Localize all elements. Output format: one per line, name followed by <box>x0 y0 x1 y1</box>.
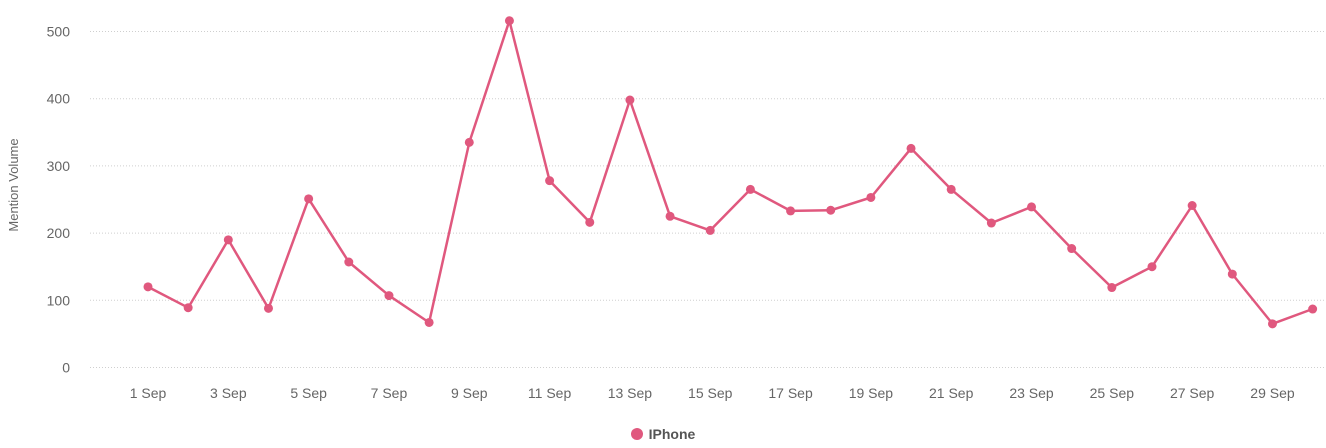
x-tick-label: 1 Sep <box>130 385 167 401</box>
data-point[interactable] <box>1107 283 1117 293</box>
data-point[interactable] <box>1147 262 1157 272</box>
x-tick-label: 5 Sep <box>290 385 327 401</box>
x-tick-label: 21 Sep <box>929 385 974 401</box>
data-point[interactable] <box>1227 269 1237 279</box>
series-line <box>147 19 1314 326</box>
data-point[interactable] <box>745 184 755 194</box>
x-tick-label: 29 Sep <box>1250 385 1295 401</box>
data-point[interactable] <box>263 303 273 313</box>
x-tick-label: 23 Sep <box>1009 385 1054 401</box>
y-tick-label: 300 <box>47 158 71 174</box>
data-point[interactable] <box>424 317 434 327</box>
x-tick-label: 7 Sep <box>371 385 408 401</box>
y-tick-label: 500 <box>47 24 71 40</box>
y-tick-label: 0 <box>62 360 70 376</box>
legend-swatch-icon <box>630 428 643 440</box>
x-tick-label: 19 Sep <box>849 385 894 401</box>
data-point[interactable] <box>1027 202 1037 212</box>
x-tick-label: 15 Sep <box>688 385 733 401</box>
y-axis-title: Mention Volume <box>6 138 21 231</box>
legend-label: IPhone <box>648 426 696 442</box>
x-tick-label: 3 Sep <box>210 385 247 401</box>
x-tick-label: 25 Sep <box>1090 385 1135 401</box>
data-point[interactable] <box>504 16 514 26</box>
data-point[interactable] <box>344 257 354 267</box>
x-axis-ticks: 1 Sep 3 Sep 5 Sep 7 Sep 9 Sep 11 Sep 13 Sep 15 … <box>130 385 1295 401</box>
x-tick-label: 9 Sep <box>451 385 488 401</box>
data-point[interactable] <box>1067 244 1077 254</box>
y-tick-label: 100 <box>47 292 71 308</box>
gridlines <box>90 31 1326 368</box>
x-tick-label: 13 Sep <box>608 385 653 401</box>
data-point[interactable] <box>384 291 394 301</box>
data-point[interactable] <box>826 205 836 215</box>
data-point[interactable] <box>1267 319 1277 329</box>
data-point[interactable] <box>545 176 555 186</box>
data-point[interactable] <box>705 225 715 235</box>
y-tick-label: 200 <box>47 225 71 241</box>
data-point[interactable] <box>946 184 956 194</box>
data-point[interactable] <box>625 95 635 105</box>
data-point[interactable] <box>304 194 314 204</box>
data-point[interactable] <box>786 206 796 216</box>
y-axis-ticks: 0 100 200 300 400 500 <box>47 24 71 376</box>
x-tick-label: 17 Sep <box>768 385 813 401</box>
data-point[interactable] <box>906 143 916 153</box>
data-point[interactable] <box>986 218 996 228</box>
legend-item-iphone[interactable]: IPhone <box>630 426 696 442</box>
data-point[interactable] <box>1308 304 1318 314</box>
data-point[interactable] <box>464 137 474 147</box>
x-tick-label: 11 Sep <box>528 385 572 401</box>
data-point[interactable] <box>585 217 595 227</box>
y-tick-label: 400 <box>47 91 71 107</box>
series-iphone <box>143 16 1318 329</box>
x-tick-label: 27 Sep <box>1170 385 1215 401</box>
data-point[interactable] <box>665 211 675 221</box>
data-point[interactable] <box>143 282 153 292</box>
data-point[interactable] <box>223 235 233 245</box>
data-point[interactable] <box>866 192 876 202</box>
data-point[interactable] <box>1187 201 1197 211</box>
legend: IPhone <box>0 424 1326 444</box>
data-point[interactable] <box>183 303 193 313</box>
